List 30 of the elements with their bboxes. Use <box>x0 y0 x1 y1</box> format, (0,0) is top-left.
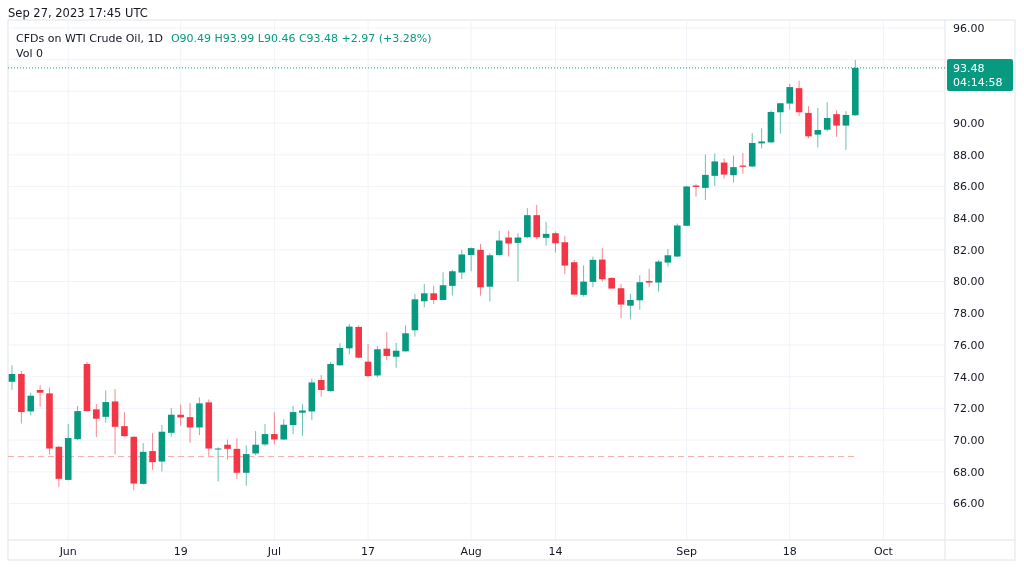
y-tick-label: 76.00 <box>953 338 985 352</box>
y-tick-label: 80.00 <box>953 275 985 289</box>
y-tick-label: 68.00 <box>953 465 985 479</box>
y-tick-label: 72.00 <box>953 402 985 416</box>
y-tick-label: 90.00 <box>953 116 985 130</box>
x-tick-label: 14 <box>548 545 563 558</box>
y-tick-label: 66.00 <box>953 497 985 511</box>
x-tick-label: Jun <box>58 545 77 558</box>
y-tick-label: 86.00 <box>953 180 985 194</box>
x-tick-label: Aug <box>460 545 482 558</box>
annotation: O90.49 H93.99 L90.46 C93.48 +2.97 (+3.28%) <box>170 32 432 45</box>
chart-subtitle: Sep 27, 2023 17:45 UTC <box>8 6 148 20</box>
ref-line-label: 93.48 <box>953 61 985 75</box>
x-tick-label: 18 <box>782 545 797 558</box>
y-tick-label: 74.00 <box>953 370 985 384</box>
x-tick-label: Sep <box>676 545 698 558</box>
candlestick <box>664 248 672 268</box>
text: 04:14:58 <box>953 75 1003 89</box>
x-tick-label: Oct <box>873 545 894 558</box>
y-tick-label: 84.00 <box>953 212 985 226</box>
y-tick-label: 96.00 <box>953 21 985 35</box>
x-tick-label: 17 <box>361 545 376 558</box>
y-tick-label: 82.00 <box>953 243 985 257</box>
x-tick-label: Jul <box>266 545 281 558</box>
y-tick-label: 78.00 <box>953 307 985 321</box>
annotation: Vol 0 <box>16 47 43 60</box>
y-tick-label: 70.00 <box>953 433 985 447</box>
text: CFDs on WTI Crude Oil, 1D <box>16 32 163 45</box>
y-tick-label: 88.00 <box>953 148 985 162</box>
x-tick-label: 19 <box>173 545 188 558</box>
